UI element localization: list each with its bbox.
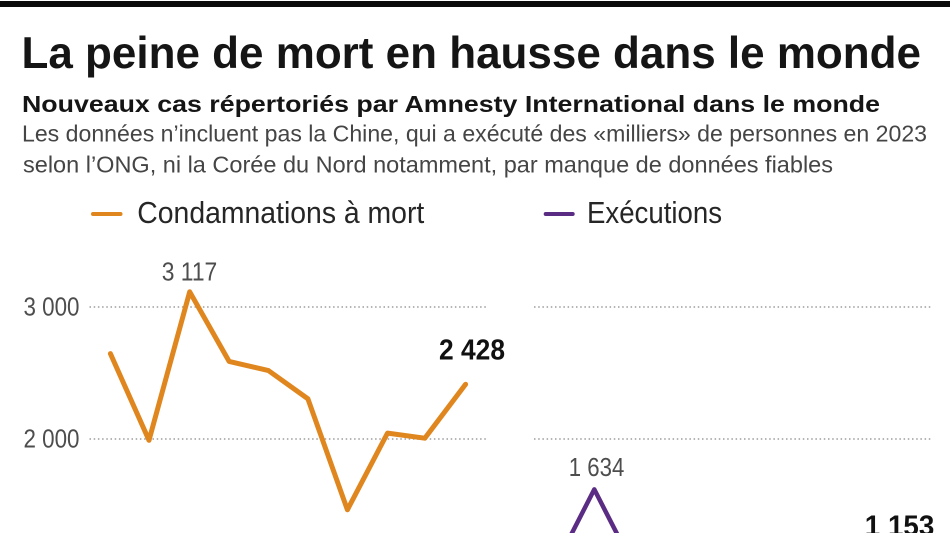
svg-text:selon l’ONG, ni la Corée du No: selon l’ONG, ni la Corée du Nord notamme… — [23, 152, 833, 178]
svg-text:La peine de mort en hausse dan: La peine de mort en hausse dans le monde — [22, 29, 922, 78]
svg-text:Nouveaux cas répertoriés par A: Nouveaux cas répertoriés par Amnesty Int… — [22, 91, 880, 117]
svg-text:Les données n’incluent pas la: Les données n’incluent pas la Chine, qui… — [22, 121, 927, 147]
svg-text:1 634: 1 634 — [569, 452, 625, 482]
svg-text:Condamnations à mort: Condamnations à mort — [137, 195, 424, 230]
svg-text:2 000: 2 000 — [24, 423, 80, 453]
svg-text:1 153: 1 153 — [865, 510, 935, 533]
svg-text:3 117: 3 117 — [162, 257, 218, 287]
svg-text:3 000: 3 000 — [24, 291, 80, 321]
svg-text:Exécutions: Exécutions — [587, 195, 722, 230]
svg-text:2 428: 2 428 — [439, 335, 505, 367]
